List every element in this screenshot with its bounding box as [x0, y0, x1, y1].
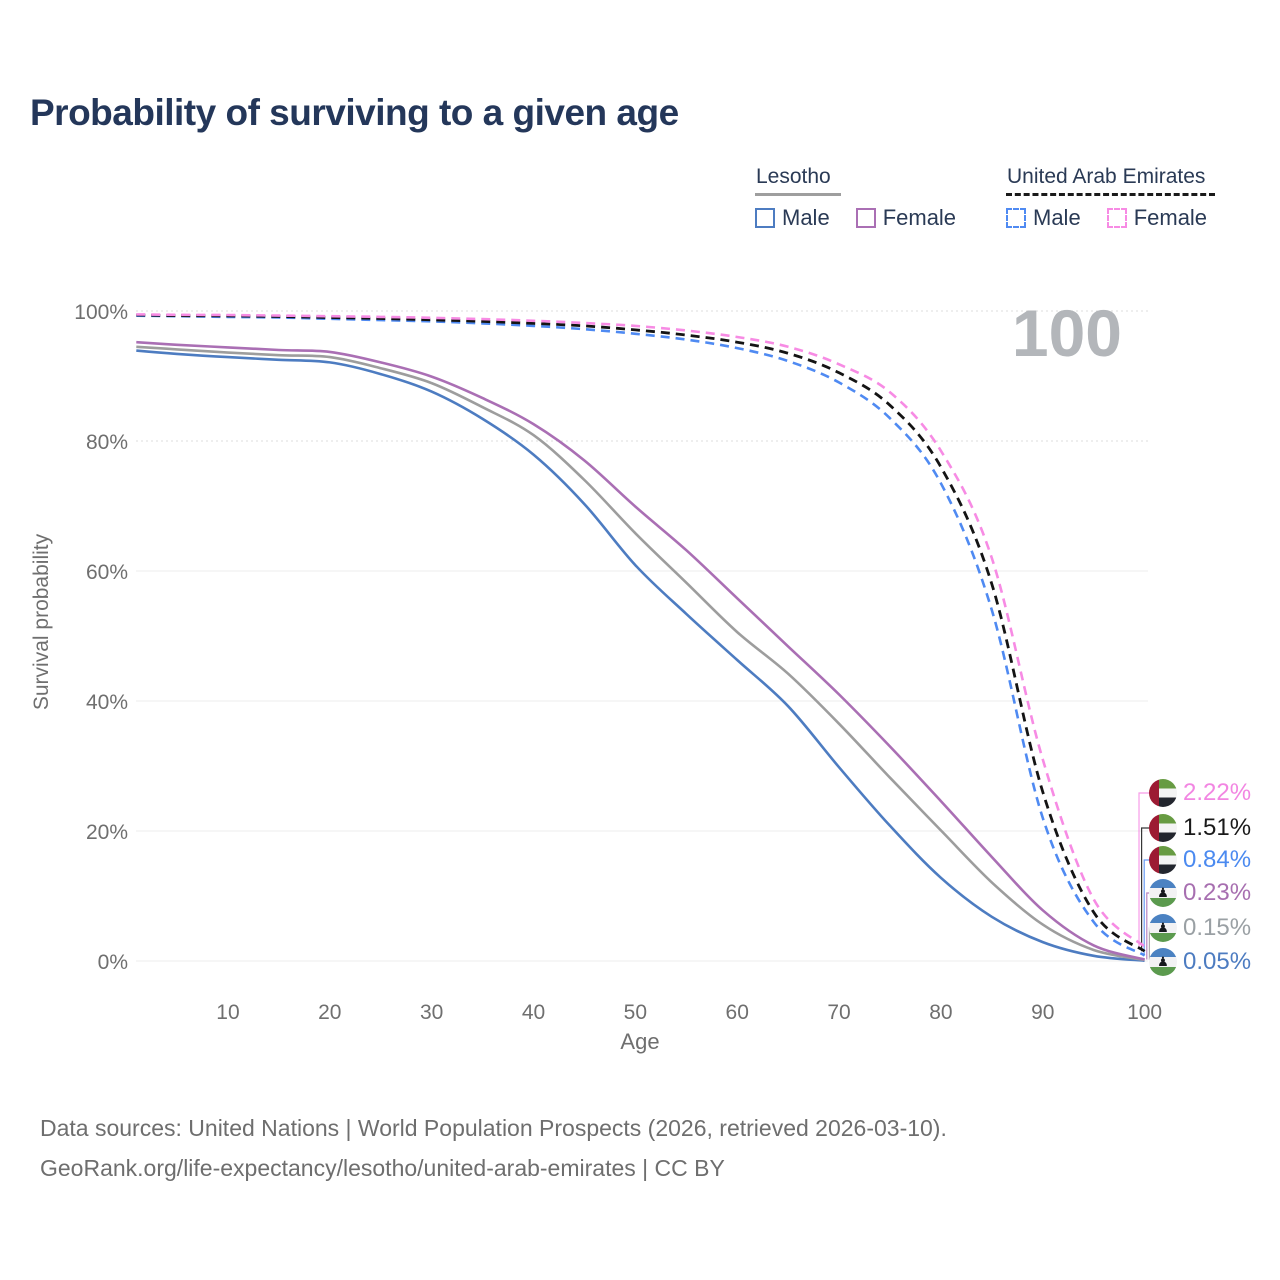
legend-item-lesotho-female[interactable]: Female [855, 205, 957, 231]
y-tick-label: 80% [86, 431, 128, 454]
legend-items: Male Female [1006, 205, 1215, 231]
legend-item-united-arab-emirates-female[interactable]: Female [1106, 205, 1208, 231]
end-label-value: 0.84% [1183, 845, 1252, 873]
end-label-value: 1.51% [1183, 813, 1252, 841]
basotho-hat-icon: ♟ [1157, 953, 1169, 969]
x-tick-label: 90 [1031, 1001, 1054, 1024]
end-label-value: 0.15% [1183, 913, 1252, 941]
end-label-lesotho-average: ♟ 0.15% [1149, 913, 1251, 942]
curve-uae-female [136, 313, 1146, 948]
lesotho-flag-icon: ♟ [1149, 947, 1177, 976]
y-tick-label: 60% [86, 561, 128, 584]
y-tick-label: 100% [74, 301, 128, 324]
legend-checkbox-icon [1006, 208, 1026, 228]
y-axis-title: Survival probability [30, 533, 53, 710]
watermark-age-100: 100 [1012, 296, 1122, 370]
leader-line-uae-male [1143, 859, 1150, 956]
legend-checkbox-icon [855, 208, 876, 228]
end-label-value: 0.05% [1183, 947, 1252, 975]
y-tick-label: 0% [98, 951, 128, 974]
x-tick-label: 20 [318, 1001, 341, 1024]
x-tick-label: 60 [726, 1001, 749, 1024]
legend-item-label: Female [882, 205, 957, 230]
y-tick-label: 20% [86, 821, 128, 844]
curve-uae-male [136, 314, 1146, 957]
legend-item-label: Male [1033, 205, 1081, 230]
curve-lesotho-average [136, 345, 1145, 962]
x-tick-label: 50 [624, 1001, 647, 1024]
curve-lesotho-male [136, 349, 1145, 962]
end-label-uae-female: 2.22% [1149, 778, 1251, 807]
legend-item-label: Male [782, 205, 830, 230]
end-label-lesotho-male: ♟ 0.05% [1149, 947, 1251, 976]
legend-group-lesotho: Lesotho Male Female [755, 165, 956, 231]
footer: Data sources: United Nations | World Pop… [40, 1108, 947, 1188]
end-label-uae-average: 1.51% [1149, 813, 1251, 842]
end-label-lesotho-female: ♟ 0.23% [1149, 878, 1251, 907]
legend-item-lesotho-male[interactable]: Male [755, 205, 830, 231]
leader-line-uae-female [1138, 792, 1150, 947]
united-arab-emirates-flag-icon [1149, 845, 1177, 874]
legend-group-united-arab-emirates: United Arab Emirates Male Female [1006, 165, 1216, 231]
end-label-value: 2.22% [1183, 778, 1252, 806]
x-tick-label: 40 [522, 1001, 545, 1024]
legend-item-label: Female [1133, 205, 1208, 230]
legend-items: Male Female [755, 205, 956, 231]
y-tick-label: 40% [86, 691, 128, 714]
footer-source-line: Data sources: United Nations | World Pop… [40, 1115, 947, 1141]
x-tick-label: 10 [216, 1001, 239, 1024]
basotho-hat-icon: ♟ [1157, 919, 1169, 935]
united-arab-emirates-flag-icon [1149, 778, 1177, 807]
lesotho-flag-icon: ♟ [1149, 878, 1177, 907]
x-tick-label: 70 [827, 1001, 850, 1024]
leader-line-lesotho-female [1146, 892, 1150, 960]
leader-line-uae-average [1141, 827, 1150, 952]
legend-group-title: United Arab Emirates [1006, 165, 1216, 196]
curve-uae-average [136, 313, 1146, 953]
lesotho-flag-icon: ♟ [1149, 913, 1177, 942]
end-label-value: 0.23% [1183, 878, 1252, 906]
x-tick-label: 30 [420, 1001, 443, 1024]
end-label-uae-male: 0.84% [1149, 845, 1251, 874]
basotho-hat-icon: ♟ [1157, 884, 1169, 900]
x-tick-label: 80 [929, 1001, 952, 1024]
legend-checkbox-icon [755, 208, 775, 228]
x-axis-title: Age [620, 1029, 659, 1054]
legend-item-united-arab-emirates-male[interactable]: Male [1006, 205, 1081, 231]
curve-lesotho-female [136, 340, 1145, 961]
united-arab-emirates-flag-icon [1149, 813, 1177, 842]
page-title: Probability of surviving to a given age [30, 92, 679, 133]
legend-checkbox-icon [1106, 208, 1127, 228]
legend-group-title: Lesotho [755, 165, 841, 196]
x-tick-label: 100 [1127, 1001, 1162, 1024]
footer-link-line: GeoRank.org/life-expectancy/lesotho/unit… [40, 1155, 725, 1181]
